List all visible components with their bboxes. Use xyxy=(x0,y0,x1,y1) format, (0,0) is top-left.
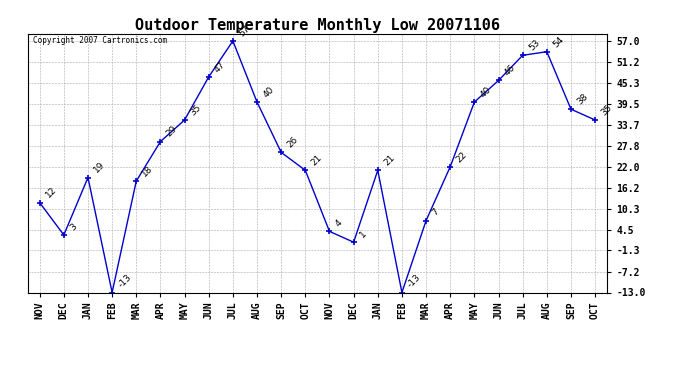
Text: 21: 21 xyxy=(310,153,324,168)
Text: -13: -13 xyxy=(406,273,423,290)
Text: Copyright 2007 Cartronics.com: Copyright 2007 Cartronics.com xyxy=(33,36,168,45)
Title: Outdoor Temperature Monthly Low 20071106: Outdoor Temperature Monthly Low 20071106 xyxy=(135,18,500,33)
Text: 57: 57 xyxy=(237,24,252,38)
Text: 4: 4 xyxy=(334,218,344,229)
Text: 38: 38 xyxy=(575,92,590,106)
Text: 35: 35 xyxy=(189,103,204,117)
Text: 3: 3 xyxy=(68,222,79,232)
Text: 47: 47 xyxy=(213,60,227,74)
Text: 40: 40 xyxy=(262,85,275,99)
Text: 19: 19 xyxy=(92,160,107,175)
Text: 54: 54 xyxy=(551,34,565,49)
Text: 12: 12 xyxy=(44,186,58,200)
Text: 46: 46 xyxy=(503,63,517,78)
Text: 29: 29 xyxy=(165,124,179,139)
Text: 21: 21 xyxy=(382,153,396,168)
Text: 18: 18 xyxy=(141,164,155,178)
Text: 7: 7 xyxy=(431,207,441,218)
Text: 35: 35 xyxy=(600,103,614,117)
Text: 53: 53 xyxy=(527,38,542,52)
Text: 40: 40 xyxy=(479,85,493,99)
Text: 26: 26 xyxy=(286,135,299,150)
Text: 22: 22 xyxy=(455,150,469,164)
Text: -13: -13 xyxy=(117,273,133,290)
Text: 1: 1 xyxy=(358,229,368,239)
